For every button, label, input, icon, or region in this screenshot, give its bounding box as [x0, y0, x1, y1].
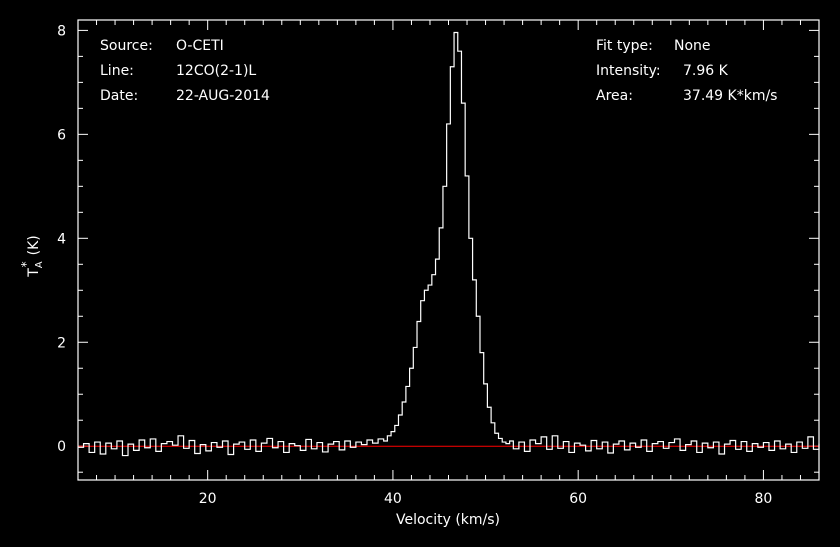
y-tick-label: 6 — [57, 127, 66, 143]
y-axis-label: TA* (K) — [19, 235, 45, 278]
info-source-label: Source: — [100, 38, 153, 54]
y-tick-label: 0 — [57, 439, 66, 455]
x-tick-label: 60 — [569, 491, 587, 507]
x-tick-label: 40 — [384, 491, 402, 507]
info-intensity-value: 7.96 K — [683, 63, 729, 79]
info-line-value: 12CO(2-1)L — [176, 63, 256, 79]
info-line-label: Line: — [100, 63, 134, 79]
x-tick-label: 80 — [755, 491, 773, 507]
info-date-label: Date: — [100, 88, 138, 104]
x-axis-label: Velocity (km/s) — [396, 512, 500, 528]
info-date-value: 22-AUG-2014 — [176, 88, 270, 104]
y-axis-label-superscript: * — [19, 261, 33, 267]
info-fit-type-value: None — [674, 38, 711, 54]
info-intensity-label: Intensity: — [596, 63, 661, 79]
plot-frame — [77, 19, 820, 481]
y-tick-label: 8 — [57, 23, 66, 39]
y-tick-label: 2 — [57, 335, 66, 351]
spectrum-series-line — [78, 31, 820, 457]
info-area-value: 37.49 K*km/s — [683, 88, 777, 104]
y-axis-label-subscript: A — [34, 261, 45, 268]
info-source-value: O-CETI — [176, 38, 224, 54]
info-fit-type-label: Fit type: — [596, 38, 653, 54]
y-axis-label-unit: (K) — [26, 235, 42, 255]
x-tick-label: 20 — [199, 491, 217, 507]
info-left: Source: O-CETI Line: 12CO(2-1)L Date: 22… — [100, 38, 270, 104]
y-tick-label: 4 — [57, 231, 66, 247]
info-right: Fit type: None Intensity: 7.96 K Area: 3… — [596, 38, 777, 104]
y-axis-label-symbol: T — [26, 268, 42, 278]
info-area-label: Area: — [596, 88, 633, 104]
